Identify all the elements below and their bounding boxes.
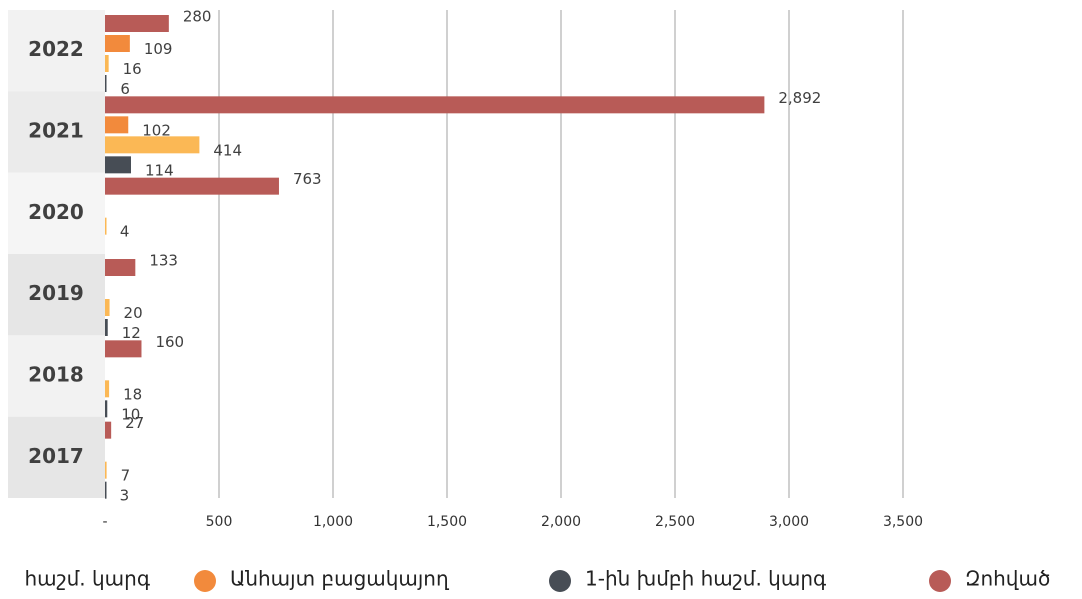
category-band <box>8 10 105 92</box>
category-label: 2022 <box>28 37 84 61</box>
value-label: 20 <box>124 304 143 322</box>
value-label: 18 <box>123 385 142 403</box>
legend-label: հաշմ. կարգ <box>24 567 150 591</box>
legend-marker <box>194 570 216 592</box>
bar <box>105 136 200 154</box>
category-band <box>8 335 105 417</box>
value-label: 414 <box>213 141 242 159</box>
value-label: 12 <box>122 324 141 342</box>
category-label: 2019 <box>28 281 84 305</box>
category-label: 2020 <box>28 200 84 224</box>
category-label: 2017 <box>28 444 84 468</box>
category-band <box>8 91 105 173</box>
category-label: 2021 <box>28 119 84 143</box>
x-tick-label: 2,000 <box>541 514 581 530</box>
bar <box>105 96 765 114</box>
bar <box>105 299 110 316</box>
x-tick-label: 1,000 <box>313 514 353 530</box>
value-label: 102 <box>142 121 171 139</box>
legend-label: 1-ին խմբի հաշմ. կարգ <box>585 567 826 591</box>
category-label: 2018 <box>28 363 84 387</box>
category-band <box>8 172 105 254</box>
value-label: 27 <box>125 414 144 432</box>
value-label: 160 <box>155 333 184 351</box>
value-label: 3 <box>120 487 130 505</box>
value-label: 2,892 <box>778 89 821 107</box>
legend-label: Զոհված <box>965 567 1050 591</box>
value-label: 114 <box>145 161 174 179</box>
value-label: 6 <box>120 80 130 98</box>
value-label: 16 <box>123 60 142 78</box>
category-band <box>8 254 105 336</box>
x-tick-label: 500 <box>206 514 233 530</box>
bar <box>105 15 169 32</box>
bar <box>105 380 110 398</box>
x-tick-label: 2,500 <box>655 514 695 530</box>
legend-label: Անհայտ բացակայող <box>230 567 450 591</box>
bar <box>105 400 108 418</box>
bar <box>105 35 130 52</box>
value-label: 280 <box>183 8 212 26</box>
value-label: 10 <box>121 405 140 423</box>
bar <box>105 75 107 92</box>
legend-marker <box>549 570 571 592</box>
bar <box>105 319 108 336</box>
value-label: 4 <box>120 223 130 241</box>
value-label: 133 <box>149 252 178 270</box>
bar <box>105 461 107 479</box>
bar <box>105 259 136 276</box>
x-tick-label: 1,500 <box>427 514 467 530</box>
value-label: 109 <box>144 40 173 58</box>
bar <box>105 55 109 72</box>
x-tick-label: 3,500 <box>883 514 923 530</box>
bar <box>105 177 279 195</box>
bar <box>105 156 131 174</box>
bar <box>105 481 107 499</box>
bar <box>105 116 129 134</box>
x-tick-label: 3,000 <box>769 514 809 530</box>
x-tick-label: - <box>102 514 107 530</box>
value-label: 7 <box>121 467 131 485</box>
legend-marker <box>929 570 951 592</box>
bar <box>105 421 112 439</box>
value-label: 763 <box>293 170 322 188</box>
bar <box>105 217 107 235</box>
bar <box>105 340 142 358</box>
category-band <box>8 416 105 498</box>
